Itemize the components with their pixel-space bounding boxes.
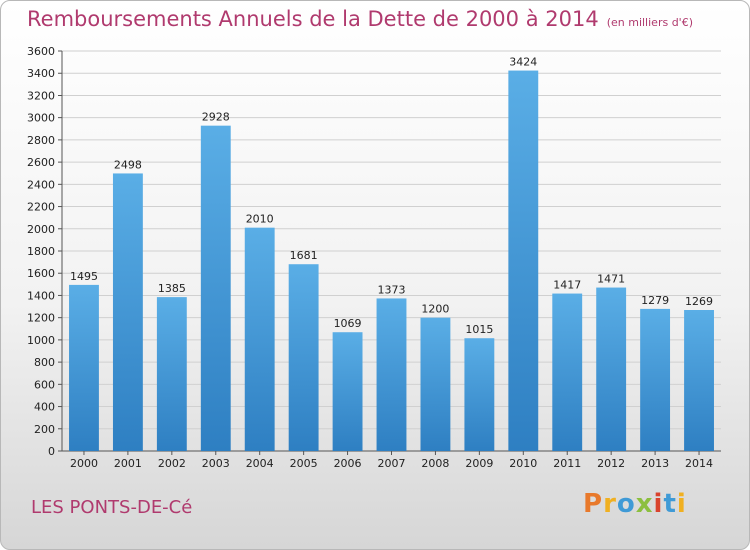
y-tick-label: 1800 — [27, 245, 55, 258]
city-name: LES PONTS-DE-Cé — [31, 497, 193, 518]
x-tick-label: 2009 — [465, 457, 493, 470]
bar-2010 — [508, 70, 539, 452]
data-label-2012: 1471 — [597, 273, 625, 286]
data-label-2013: 1279 — [641, 294, 669, 307]
y-tick-label: 2000 — [27, 223, 55, 236]
x-tick-label: 2014 — [685, 457, 713, 470]
logo-letter: t — [663, 489, 677, 519]
x-tick-label: 2004 — [246, 457, 274, 470]
y-tick-label: 600 — [34, 378, 55, 391]
y-tick-label: 2800 — [27, 134, 55, 147]
data-label-2005: 1681 — [290, 249, 318, 262]
data-label-2014: 1269 — [685, 295, 713, 308]
bar-2003 — [200, 125, 231, 452]
data-label-2002: 1385 — [158, 282, 186, 295]
bar-2000 — [69, 284, 99, 451]
y-tick-label: 1200 — [27, 312, 55, 325]
data-label-2001: 2498 — [114, 158, 142, 171]
x-tick-label: 2007 — [378, 457, 406, 470]
title-text: Remboursements Annuels de la Dette de 20… — [27, 7, 599, 31]
y-tick-label: 3400 — [27, 67, 55, 80]
y-tick-label: 0 — [48, 445, 55, 458]
x-tick-label: 2008 — [421, 457, 449, 470]
data-label-2007: 1373 — [378, 283, 406, 296]
bar-2011 — [552, 293, 583, 451]
bars — [69, 70, 714, 452]
x-tick-label: 2000 — [70, 457, 98, 470]
x-tick-label: 2011 — [553, 457, 581, 470]
bar-2007 — [376, 298, 407, 451]
bar-2013 — [640, 308, 671, 451]
logo-letter: P — [583, 489, 604, 519]
unit-note: (en milliers d'€) — [606, 16, 693, 29]
bar-2009 — [464, 338, 495, 451]
y-tick-label: 2600 — [27, 156, 55, 169]
y-tick-label: 3600 — [27, 45, 55, 58]
y-tick-label: 1000 — [27, 334, 55, 347]
data-labels: 1495 2498 1385 2928 2010 1681 1069 1373 1200 1015… — [70, 56, 713, 337]
y-tick-label: 1600 — [27, 267, 55, 280]
y-tick-label: 3000 — [27, 112, 55, 125]
bar-2001 — [112, 173, 143, 451]
chart-title: Remboursements Annuels de la Dette de 20… — [27, 7, 693, 31]
y-tick-label: 1400 — [27, 289, 55, 302]
logo-letter: r — [603, 489, 617, 519]
bar-2004 — [244, 227, 275, 451]
data-label-2009: 1015 — [465, 323, 493, 336]
logo-letter: i — [653, 489, 664, 519]
y-tick-label: 400 — [34, 401, 55, 414]
y-tick-label: 2200 — [27, 201, 55, 214]
bar-2002 — [156, 297, 187, 451]
logo-letter: i — [676, 489, 687, 519]
proxiti-logo: Proxiti — [583, 489, 687, 519]
data-label-2011: 1417 — [553, 279, 581, 292]
data-label-2010: 3424 — [509, 56, 537, 69]
bar-2012 — [596, 287, 627, 451]
x-tick-label: 2001 — [114, 457, 142, 470]
bar-2006 — [332, 332, 363, 451]
x-tick-label: 2002 — [158, 457, 186, 470]
bar-2005 — [288, 264, 319, 451]
x-tick-label: 2005 — [290, 457, 318, 470]
logo-letter: o — [616, 489, 636, 519]
y-tick-label: 800 — [34, 356, 55, 369]
data-label-2008: 1200 — [421, 303, 449, 316]
y-tick-label: 3200 — [27, 89, 55, 102]
x-tick-label: 2010 — [509, 457, 537, 470]
data-label-2000: 1495 — [70, 270, 98, 283]
x-tick-label: 2006 — [334, 457, 362, 470]
y-tick-label: 2400 — [27, 178, 55, 191]
x-tick-label: 2003 — [202, 457, 230, 470]
bar-2008 — [420, 317, 451, 451]
data-label-2006: 1069 — [334, 317, 362, 330]
data-label-2003: 2928 — [202, 111, 230, 124]
logo-letter: x — [635, 489, 654, 519]
y-tick-label: 200 — [34, 423, 55, 436]
x-tick-label: 2012 — [597, 457, 625, 470]
x-tick-label: 2013 — [641, 457, 669, 470]
bar-2014 — [684, 310, 714, 451]
data-label-2004: 2010 — [246, 213, 274, 226]
